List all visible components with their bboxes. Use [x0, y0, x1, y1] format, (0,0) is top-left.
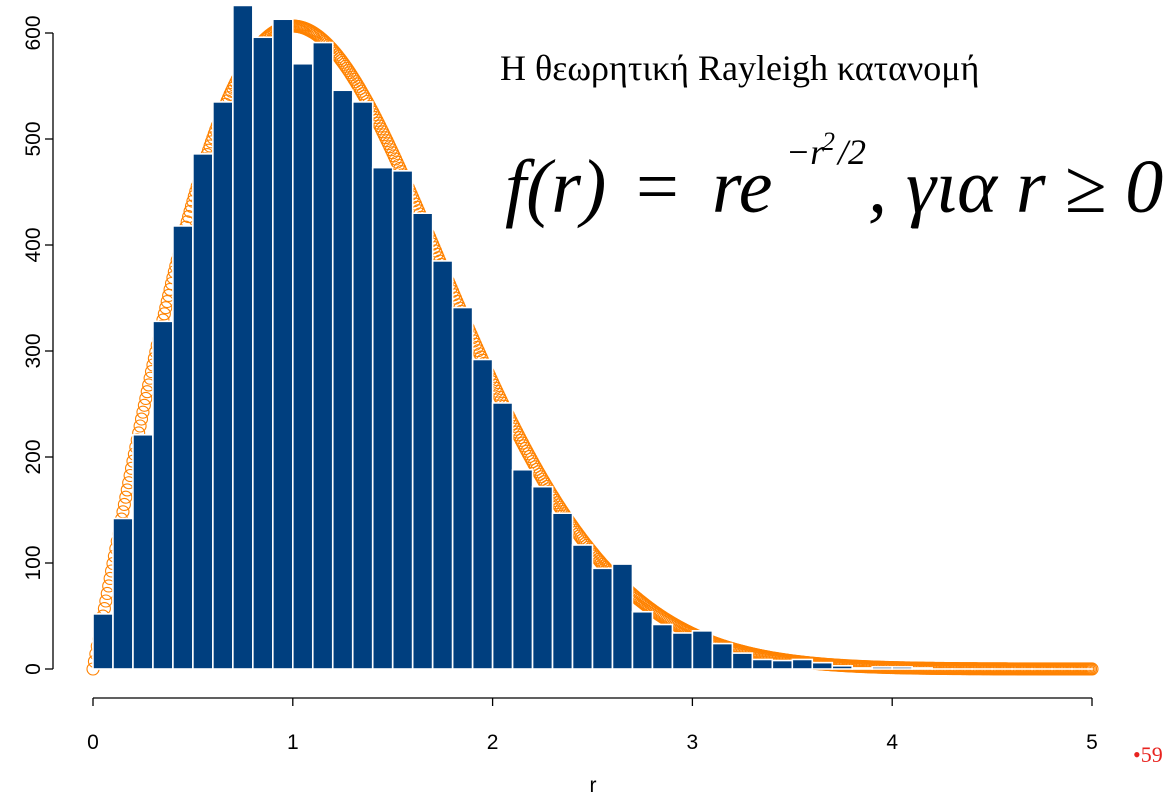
curve-point — [137, 398, 151, 412]
histogram-bar — [611, 563, 634, 670]
histogram-bar — [232, 4, 254, 670]
y-tick-label: 400 — [22, 227, 45, 262]
histogram-bar — [252, 36, 274, 670]
histogram-bar — [791, 658, 814, 670]
histogram-bar — [591, 567, 614, 670]
histogram-bar — [371, 166, 394, 670]
histogram-bar — [331, 89, 354, 670]
formula-base: re — [712, 145, 773, 229]
curve-point — [376, 125, 390, 139]
x-tick-label: 3 — [687, 731, 699, 754]
histogram-bar — [351, 101, 374, 670]
curve-point — [157, 307, 171, 321]
formula-exponent: −r — [786, 132, 825, 172]
histogram-bars — [92, 4, 1093, 670]
formula-exponent-divisor: /2 — [836, 132, 866, 172]
curve-point — [379, 131, 393, 145]
histogram-bar — [172, 225, 194, 670]
histogram-bar — [631, 610, 654, 670]
y-tick-label: 300 — [22, 333, 45, 368]
histogram-bar — [311, 41, 334, 670]
curve-point — [139, 391, 153, 406]
histogram-bar — [272, 18, 294, 670]
formula-condition: , για r ≥ 0 — [868, 145, 1163, 229]
formula-exponent-square: 2 — [822, 127, 835, 156]
y-axis-ticks: 0 100 200 300 400 500 600 — [22, 15, 53, 675]
histogram-bar — [531, 485, 554, 670]
histogram-bar — [691, 630, 714, 670]
formula-equals: = — [636, 145, 679, 229]
x-axis-label: r — [590, 774, 597, 797]
histogram-bar — [511, 468, 534, 670]
histogram-bar — [711, 642, 734, 670]
x-axis-ticks: 0 1 2 3 4 5 — [87, 698, 1098, 754]
curve-point — [159, 301, 173, 315]
histogram-bar — [651, 623, 674, 670]
curve-point — [133, 419, 147, 433]
axes: 0 100 200 300 400 500 600 0 1 2 3 4 5 — [22, 15, 1098, 754]
curve-point — [373, 119, 387, 133]
curve-point — [134, 412, 149, 426]
y-tick-label: 200 — [22, 439, 45, 474]
histogram-bar — [132, 433, 154, 670]
y-tick-label: 500 — [22, 121, 45, 156]
histogram-bar — [811, 661, 834, 670]
curve-point — [377, 128, 391, 142]
histogram-bar — [451, 306, 474, 670]
y-tick-label: 0 — [22, 663, 45, 675]
curve-point — [374, 122, 388, 136]
histogram-bar — [471, 358, 494, 670]
histogram-bar — [192, 153, 214, 670]
formula-lhs: f(r) — [505, 145, 606, 229]
histogram-bar — [152, 320, 174, 670]
y-tick-label: 100 — [22, 545, 45, 580]
x-tick-label: 1 — [287, 731, 299, 754]
histogram-bar — [871, 666, 893, 670]
curve-point — [136, 405, 150, 419]
x-tick-label: 0 — [87, 731, 99, 754]
histogram-bar — [112, 517, 134, 670]
histogram-bar — [391, 170, 414, 670]
curve-point — [99, 594, 113, 608]
histogram-bar — [291, 62, 314, 670]
histogram-bar — [212, 101, 234, 670]
histogram-bar — [551, 512, 574, 670]
histogram-bar — [851, 667, 874, 670]
histogram-bar — [731, 652, 754, 670]
histogram-bar — [771, 659, 794, 670]
histogram-bar — [831, 665, 854, 670]
x-tick-label: 5 — [1086, 731, 1098, 754]
histogram-bar — [491, 402, 514, 670]
page-number: •59 — [1133, 742, 1163, 767]
histogram-bar — [911, 667, 933, 670]
histogram-bar — [411, 212, 434, 670]
y-tick-label: 600 — [22, 15, 45, 50]
histogram-bar — [751, 658, 774, 670]
curve-point — [117, 497, 131, 512]
x-tick-label: 4 — [886, 731, 898, 754]
histogram-bar — [671, 632, 694, 670]
chart-title: Η θεωρητική Rayleigh κατανομή — [500, 48, 979, 88]
histogram-bar — [431, 260, 454, 670]
histogram-bar — [92, 613, 114, 670]
curve-point — [119, 490, 133, 504]
histogram-bar — [891, 666, 913, 670]
histogram-bar — [571, 544, 594, 670]
formula: f(r) = re −r 2 /2 , για r ≥ 0 — [505, 127, 1163, 229]
x-tick-label: 2 — [487, 731, 499, 754]
